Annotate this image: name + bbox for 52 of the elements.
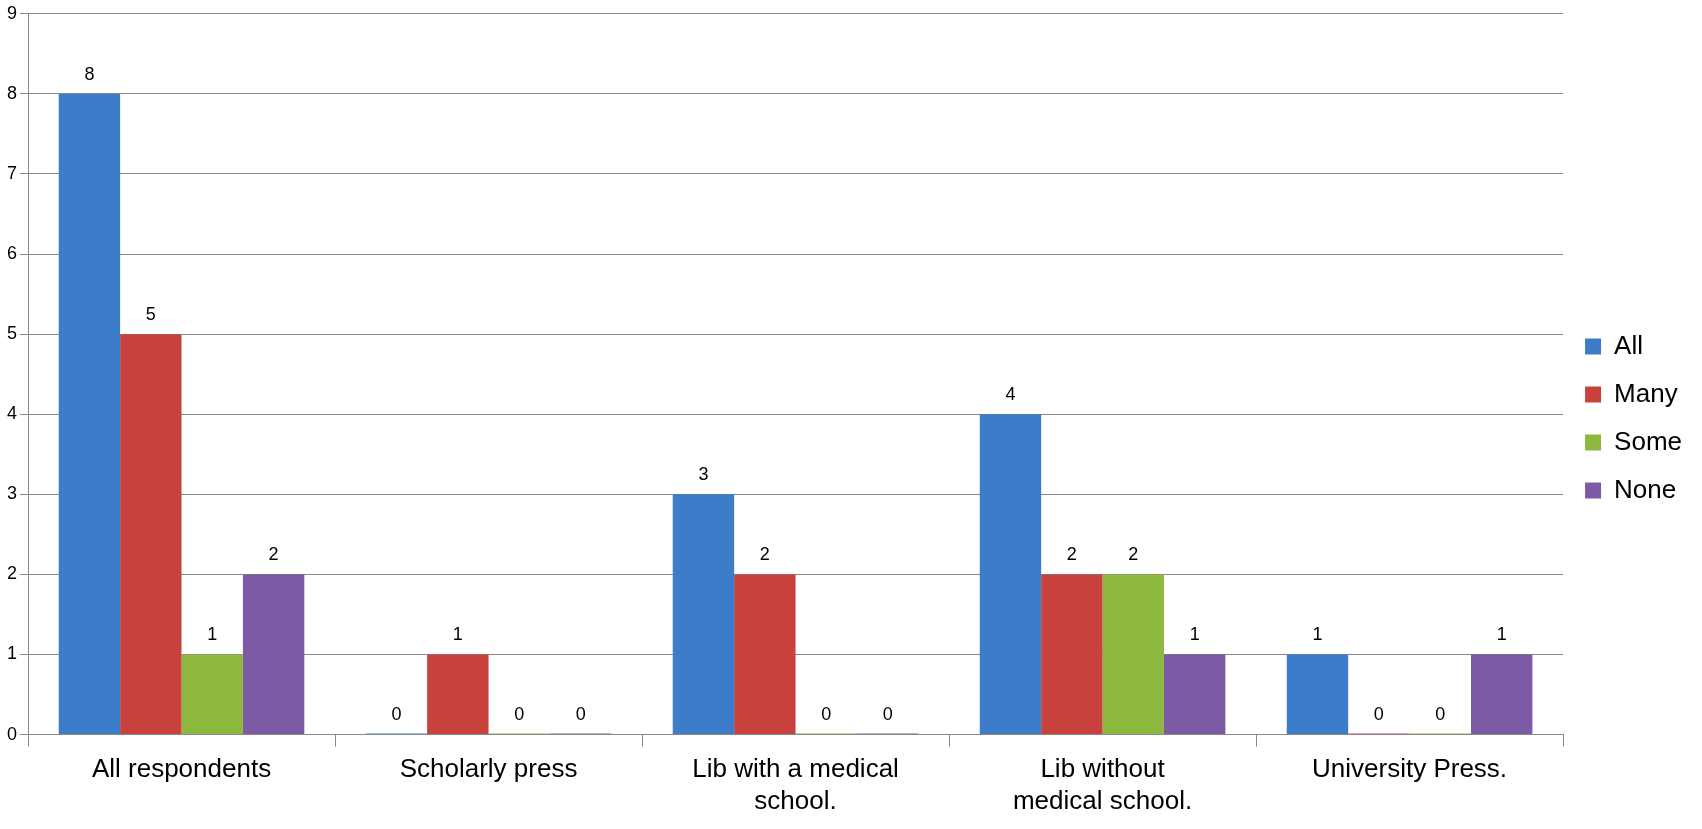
bar xyxy=(427,654,489,735)
bar xyxy=(181,654,243,735)
x-tick-label: University Press. xyxy=(1312,753,1508,784)
y-tick-label: 3 xyxy=(7,483,18,504)
data-label: 1 xyxy=(1189,624,1200,645)
data-label: 1 xyxy=(207,624,218,645)
y-tick-label: 5 xyxy=(7,323,18,344)
bar xyxy=(672,494,735,735)
y-tick-label: 6 xyxy=(7,243,18,264)
bar xyxy=(1041,574,1103,735)
bar xyxy=(1102,574,1164,735)
bar xyxy=(120,334,182,735)
data-label: 2 xyxy=(268,544,279,565)
data-label: 3 xyxy=(698,464,709,485)
legend-label: All xyxy=(1614,329,1643,360)
bar xyxy=(1163,654,1226,735)
data-label: 0 xyxy=(882,703,893,724)
data-label: 0 xyxy=(391,703,402,724)
data-label: 1 xyxy=(1496,624,1507,645)
legend-label: None xyxy=(1614,473,1677,504)
data-label: 0 xyxy=(575,703,586,724)
legend-label: Many xyxy=(1614,377,1678,408)
legend-label: Some xyxy=(1614,425,1682,456)
y-tick-label: 8 xyxy=(7,82,18,103)
y-tick-label: 0 xyxy=(7,723,18,744)
bar xyxy=(1286,654,1349,735)
data-label: 5 xyxy=(145,304,156,325)
bar xyxy=(58,93,121,735)
bar xyxy=(242,574,305,735)
y-tick-label: 2 xyxy=(7,563,18,584)
data-label: 0 xyxy=(514,703,525,724)
x-tick-label: Scholarly press xyxy=(399,753,578,784)
data-label: 0 xyxy=(1435,703,1446,724)
data-label: 2 xyxy=(1066,544,1077,565)
x-tick-label: Lib without medical school. xyxy=(1012,753,1193,815)
data-label: 1 xyxy=(452,624,463,645)
y-tick-label: 1 xyxy=(7,643,18,664)
bar xyxy=(1470,654,1533,735)
data-label: 4 xyxy=(1005,384,1016,405)
data-label: 0 xyxy=(1373,703,1384,724)
x-tick-label: All respondents xyxy=(91,753,272,784)
data-label: 2 xyxy=(759,544,770,565)
y-tick-label: 9 xyxy=(7,2,18,23)
x-tick-label: Lib with a medical school. xyxy=(692,753,899,815)
data-label: 1 xyxy=(1312,624,1323,645)
data-label: 0 xyxy=(821,703,832,724)
data-label: 2 xyxy=(1128,544,1139,565)
bar xyxy=(734,574,796,735)
y-tick-label: 4 xyxy=(7,403,18,424)
data-label: 8 xyxy=(84,63,95,84)
y-tick-label: 7 xyxy=(7,162,18,183)
bar xyxy=(979,414,1042,735)
